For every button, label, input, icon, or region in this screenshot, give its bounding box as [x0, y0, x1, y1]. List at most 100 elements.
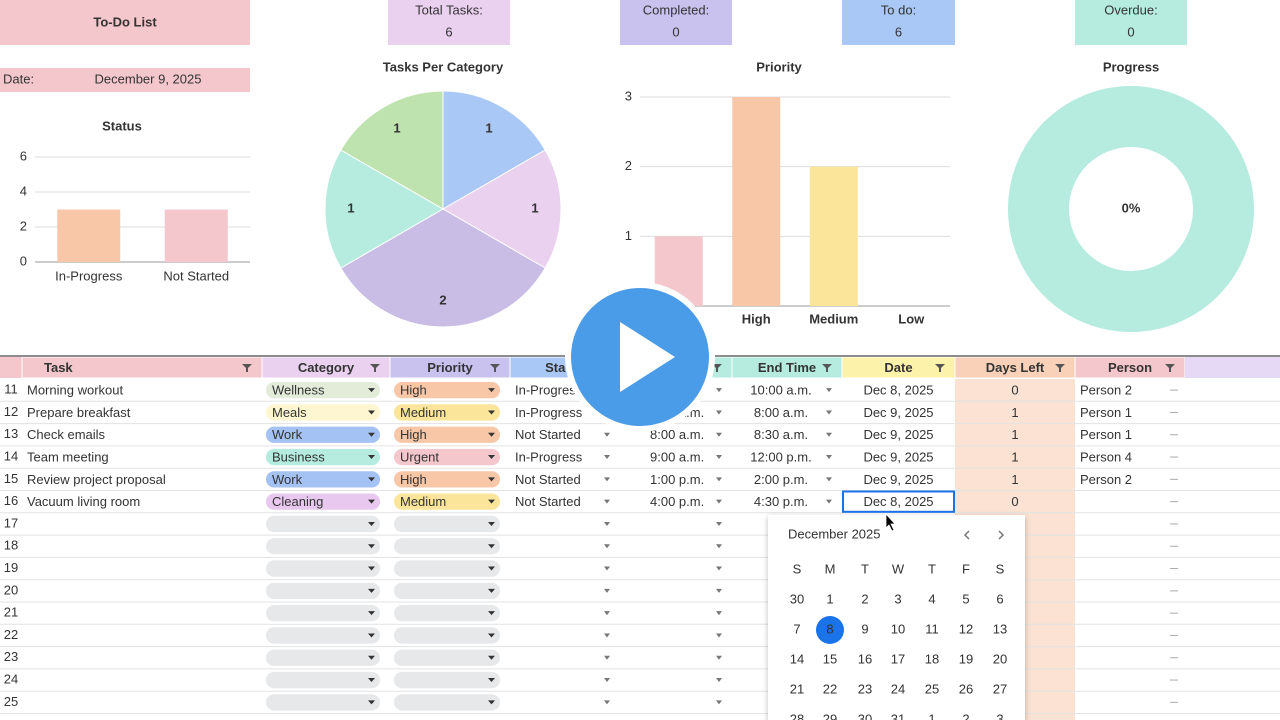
- dropdown-arrow[interactable]: [716, 432, 722, 437]
- next-month[interactable]: [998, 530, 1005, 540]
- dropdown-arrow: [488, 410, 495, 415]
- dropdown-arrow[interactable]: [604, 633, 610, 638]
- dropdown-arrow[interactable]: [604, 678, 610, 683]
- dropdown-arrow[interactable]: [826, 388, 832, 393]
- selected-cell[interactable]: [842, 490, 955, 513]
- dropdown-arrow[interactable]: [604, 544, 610, 549]
- dropdown-arrow[interactable]: [716, 499, 722, 504]
- filter-icon[interactable]: [935, 364, 945, 372]
- dropdown-chip[interactable]: [394, 382, 500, 399]
- dropdown-arrow[interactable]: [604, 521, 610, 526]
- dropdown-chip[interactable]: [394, 671, 500, 689]
- calendar-day: 16: [858, 651, 872, 666]
- cell-text: 10:00 a.m.: [750, 383, 811, 398]
- dropdown-chip[interactable]: [394, 404, 500, 421]
- dropdown-chip[interactable]: [266, 560, 380, 577]
- dropdown-chip[interactable]: [394, 582, 500, 599]
- dropdown-arrow[interactable]: [716, 655, 722, 660]
- dropdown-arrow[interactable]: [604, 700, 610, 705]
- prev-month[interactable]: [963, 530, 970, 540]
- dropdown-chip[interactable]: [266, 404, 380, 421]
- row-number: 13: [4, 426, 18, 441]
- dropdown-arrow[interactable]: [604, 455, 610, 460]
- dropdown-chip[interactable]: [394, 493, 500, 510]
- calendar-day: 24: [891, 681, 905, 696]
- dropdown-chip[interactable]: [394, 649, 500, 666]
- dropdown-chip[interactable]: [266, 515, 380, 533]
- filter-icon[interactable]: [822, 364, 832, 372]
- dropdown-arrow[interactable]: [826, 477, 832, 482]
- dropdown-chip[interactable]: [394, 560, 500, 577]
- dropdown-arrow[interactable]: [716, 633, 722, 638]
- filter-icon[interactable]: [370, 364, 380, 372]
- dropdown-arrow[interactable]: [716, 388, 722, 393]
- dropdown-arrow[interactable]: [826, 410, 832, 415]
- dropdown-chip[interactable]: [266, 605, 380, 622]
- dropdown-chip[interactable]: [394, 448, 500, 466]
- pie-slice: [324, 149, 445, 269]
- dropdown-arrow[interactable]: [826, 455, 832, 460]
- dropdown-arrow[interactable]: [716, 455, 722, 460]
- filter-icon[interactable]: [1165, 364, 1175, 372]
- dropdown-arrow[interactable]: [826, 432, 832, 437]
- dropdown-arrow[interactable]: [604, 588, 610, 593]
- dropdown-arrow[interactable]: [716, 588, 722, 593]
- selected-day[interactable]: [816, 616, 844, 644]
- dropdown-arrow[interactable]: [604, 611, 610, 616]
- filter-icon[interactable]: [1055, 364, 1065, 372]
- dropdown-chip[interactable]: [394, 471, 500, 488]
- dropdown-arrow[interactable]: [826, 499, 832, 504]
- dropdown-arrow[interactable]: [604, 499, 610, 504]
- dropdown-arrow[interactable]: [716, 544, 722, 549]
- filter-icon[interactable]: [242, 364, 252, 372]
- summary-value: 0: [1127, 24, 1134, 39]
- dropdown-chip[interactable]: [394, 515, 500, 533]
- weekday: M: [825, 561, 836, 576]
- y-tick-label: 0: [20, 253, 27, 268]
- dropdown-arrow[interactable]: [716, 521, 722, 526]
- dropdown-chip[interactable]: [266, 448, 380, 466]
- pie-slice: [340, 90, 444, 210]
- dropdown-chip[interactable]: [394, 538, 500, 555]
- dropdown-chip[interactable]: [266, 426, 380, 443]
- dropdown-chip[interactable]: [394, 694, 500, 711]
- dropdown-chip[interactable]: [266, 493, 380, 510]
- filter-icon[interactable]: [490, 364, 500, 372]
- dropdown-arrow[interactable]: [604, 655, 610, 660]
- cell-text: 12:00 p.m.: [750, 449, 811, 464]
- dropdown-chip[interactable]: [266, 649, 380, 666]
- dropdown-chip[interactable]: [266, 538, 380, 555]
- y-tick-label: 3: [625, 88, 632, 103]
- dropdown-arrow: [488, 678, 495, 683]
- y-tick-label: 2: [625, 158, 632, 173]
- calendar-day: 21: [790, 681, 804, 696]
- dropdown-arrow[interactable]: [716, 611, 722, 616]
- dropdown-arrow[interactable]: [716, 700, 722, 705]
- row-number: 11: [4, 382, 18, 397]
- dropdown-arrow[interactable]: [604, 477, 610, 482]
- dropdown-arrow[interactable]: [716, 410, 722, 415]
- dropdown-chip[interactable]: [266, 694, 380, 711]
- sheet-title: To-Do List: [93, 14, 157, 29]
- dropdown-arrow[interactable]: [604, 566, 610, 571]
- cell-text: 1:00 p.m.: [650, 472, 704, 487]
- dropdown-chip[interactable]: [266, 471, 380, 488]
- dropdown-arrow[interactable]: [716, 477, 722, 482]
- dropdown-chip[interactable]: [394, 627, 500, 644]
- dropdown-chip[interactable]: [266, 582, 380, 599]
- filter-icon[interactable]: [712, 364, 722, 372]
- dropdown-arrow[interactable]: [604, 432, 610, 437]
- dropdown-chip[interactable]: [266, 382, 380, 399]
- dropdown-chip[interactable]: [394, 426, 500, 443]
- dropdown-chip[interactable]: [266, 627, 380, 644]
- dropdown-chip[interactable]: [394, 605, 500, 622]
- dropdown-arrow[interactable]: [716, 566, 722, 571]
- row-number: 12: [4, 404, 18, 419]
- y-tick-label: 6: [20, 148, 27, 163]
- cell-text: Review project proposal: [27, 472, 166, 487]
- date-value: December 9, 2025: [95, 71, 202, 86]
- calendar-day: 29: [823, 711, 837, 720]
- dropdown-chip[interactable]: [266, 671, 380, 689]
- chart-title: Status: [102, 118, 142, 133]
- dropdown-arrow[interactable]: [716, 678, 722, 683]
